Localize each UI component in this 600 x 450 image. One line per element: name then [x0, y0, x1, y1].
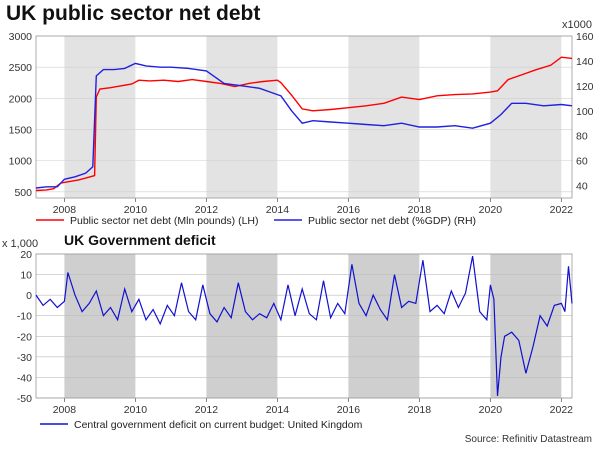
debt-left-tick-label: 2500 — [9, 62, 33, 74]
source-note: Source: Refinitiv Datastream — [464, 434, 592, 445]
deficit-y-tick-label: -20 — [17, 331, 32, 343]
debt-right-tick-label: 40 — [576, 181, 588, 193]
deficit-y-tick-label: 20 — [20, 249, 32, 261]
deficit-legend-label: Central government deficit on current bu… — [74, 419, 363, 431]
debt-x-tick-label: 2014 — [266, 204, 290, 216]
deficit-x-tick-label: 2016 — [337, 404, 361, 416]
debt-shaded-period-0 — [64, 36, 136, 198]
debt-x-tick-label: 2010 — [124, 204, 148, 216]
debt-right-tick-label: 60 — [576, 156, 588, 168]
deficit-y-tick-label: -30 — [17, 352, 32, 364]
deficit-series-line-0 — [35, 255, 573, 396]
deficit-axis-unit: x 1,000 — [2, 238, 39, 250]
debt-shaded-period-2 — [348, 36, 420, 198]
debt-legend-label-0: Public sector net debt (Mln pounds) (LH) — [70, 215, 259, 227]
deficit-plot-frame — [35, 253, 573, 399]
debt-left-tick-label: 3000 — [9, 31, 33, 43]
deficit-y-tick-label: 10 — [20, 270, 32, 282]
deficit-y-tick-label: -40 — [17, 372, 32, 384]
deficit-shaded-period-3 — [490, 254, 562, 398]
debt-x-tick-label: 2018 — [408, 204, 432, 216]
deficit-y-tick-label: -10 — [17, 311, 32, 323]
deficit-shaded-period-2 — [348, 254, 420, 398]
debt-right-tick-label: 120 — [576, 81, 594, 93]
debt-series-line-0 — [35, 56, 573, 192]
deficit-x-tick-label: 2022 — [550, 404, 574, 416]
deficit-x-tick-label: 2018 — [408, 404, 432, 416]
deficit-y-tick-label: -50 — [17, 393, 32, 405]
debt-right-tick-label: 100 — [576, 106, 594, 118]
debt-plot-frame — [35, 35, 573, 199]
debt-x-tick-label: 2012 — [195, 204, 219, 216]
debt-right-tick-label: 140 — [576, 56, 594, 68]
deficit-x-tick-label: 2008 — [53, 404, 77, 416]
debt-x-tick-label: 2016 — [337, 204, 361, 216]
debt-shaded-period-1 — [206, 36, 278, 198]
debt-legend-label-1: Public sector net debt (%GDP) (RH) — [308, 215, 476, 227]
deficit-shaded-period-1 — [206, 254, 278, 398]
deficit-shaded-period-0 — [64, 254, 136, 398]
deficit-y-tick-label: 0 — [26, 290, 32, 302]
debt-right-tick-label: 160 — [576, 31, 594, 43]
chart-title-deficit: UK Government deficit — [64, 232, 216, 248]
debt-x-tick-label: 2020 — [479, 204, 503, 216]
chart-title-debt: UK public sector net debt — [6, 2, 261, 25]
debt-left-tick-label: 2000 — [9, 93, 33, 105]
debt-x-tick-label: 2022 — [550, 204, 574, 216]
debt-left-tick-label: 1000 — [9, 156, 33, 168]
deficit-x-tick-label: 2020 — [479, 404, 503, 416]
deficit-x-tick-label: 2010 — [124, 404, 148, 416]
debt-right-tick-label: 80 — [576, 131, 588, 143]
debt-left-tick-label: 1500 — [9, 124, 33, 136]
debt-shaded-period-3 — [490, 36, 562, 198]
right-axis-unit: x1000 — [562, 19, 592, 31]
deficit-x-tick-label: 2014 — [266, 404, 290, 416]
debt-left-tick-label: 500 — [14, 187, 32, 199]
debt-x-tick-label: 2008 — [53, 204, 77, 216]
deficit-x-tick-label: 2012 — [195, 404, 219, 416]
debt-series-line-1 — [35, 62, 573, 189]
